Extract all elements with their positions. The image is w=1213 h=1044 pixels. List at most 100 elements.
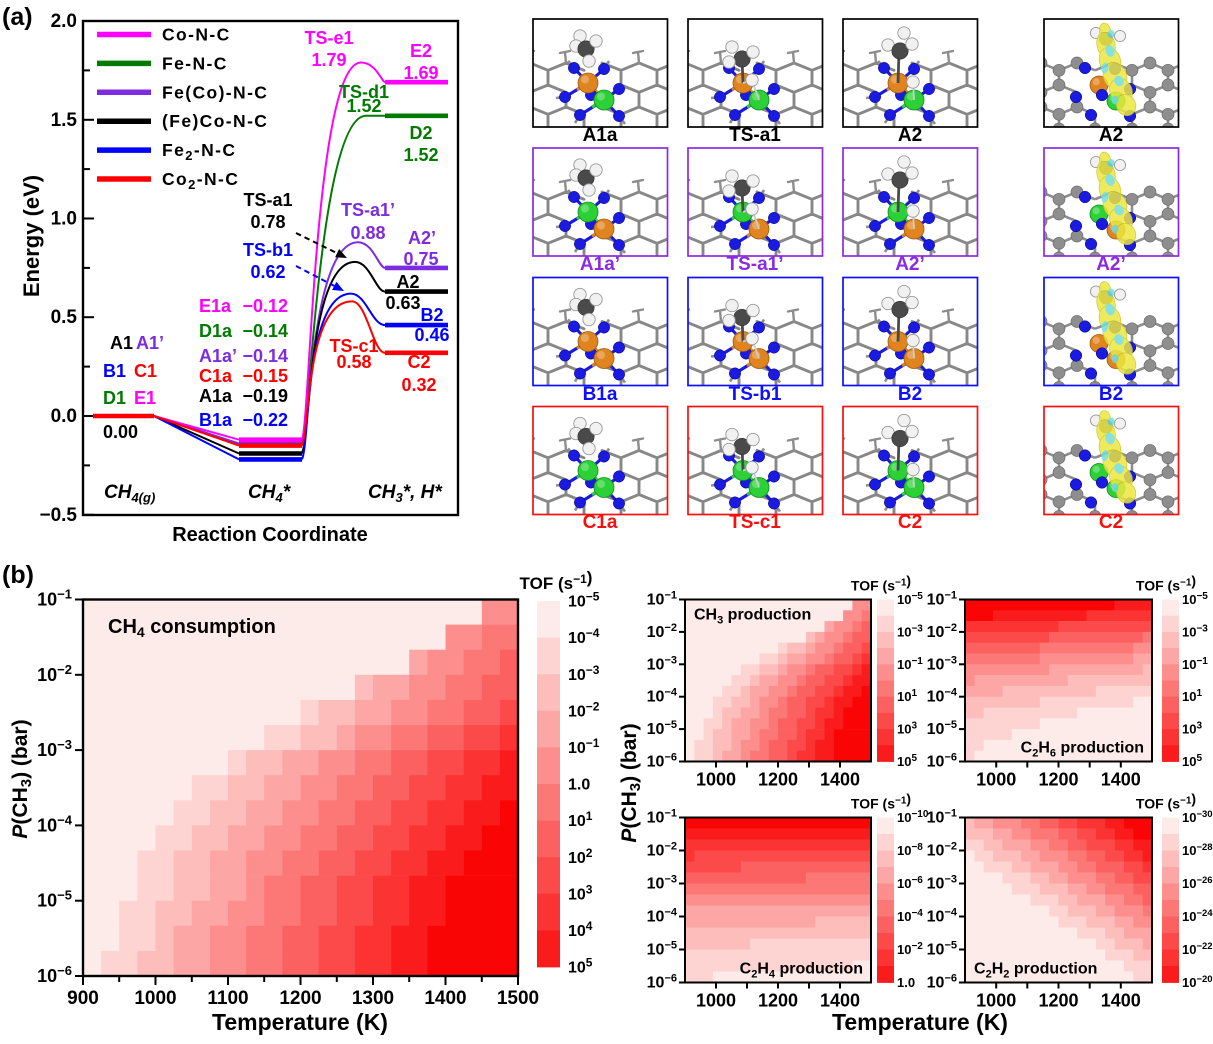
svg-text:10−1: 10−1: [927, 590, 957, 609]
svg-text:−0.14: −0.14: [242, 346, 288, 366]
svg-text:1200: 1200: [279, 988, 321, 1009]
svg-text:0.78: 0.78: [250, 212, 285, 232]
svg-text:1.0: 1.0: [568, 777, 590, 794]
svg-text:0.0: 0.0: [51, 406, 77, 427]
svg-text:0.00: 0.00: [103, 422, 138, 442]
svg-text:10−1: 10−1: [647, 808, 677, 827]
svg-text:−0.19: −0.19: [242, 386, 288, 406]
svg-text:10−2: 10−2: [897, 941, 923, 957]
svg-text:10−3: 10−3: [927, 874, 957, 893]
svg-text:1400: 1400: [1101, 991, 1141, 1011]
svg-text:TS-b1: TS-b1: [243, 240, 293, 260]
svg-text:1.79: 1.79: [311, 50, 346, 70]
svg-text:10−2: 10−2: [927, 622, 957, 641]
svg-text:Fe(Co)-N-C: Fe(Co)-N-C: [162, 82, 268, 102]
svg-text:C1: C1: [134, 361, 157, 381]
svg-text:101: 101: [897, 688, 917, 704]
svg-text:10−4: 10−4: [647, 907, 678, 926]
svg-text:103: 103: [568, 882, 593, 903]
svg-text:10−4: 10−4: [37, 812, 73, 835]
svg-text:10−6: 10−6: [927, 973, 957, 992]
svg-text:TOF (s−1): TOF (s−1): [851, 573, 911, 594]
svg-text:10−2: 10−2: [568, 699, 600, 720]
svg-text:A1a: A1a: [199, 386, 233, 406]
svg-text:1300: 1300: [352, 988, 394, 1009]
svg-text:10−1: 10−1: [1182, 656, 1208, 672]
svg-text:D1a: D1a: [199, 321, 233, 341]
svg-text:10−2: 10−2: [37, 662, 72, 685]
svg-text:1.52: 1.52: [403, 145, 438, 165]
svg-text:TOF (s−1): TOF (s−1): [520, 568, 593, 593]
svg-text:1000: 1000: [134, 988, 176, 1009]
svg-text:Co-N-C: Co-N-C: [162, 25, 231, 45]
svg-text:101: 101: [568, 809, 593, 830]
svg-text:TS-b1: TS-b1: [729, 384, 782, 405]
svg-text:CH4*: CH4*: [248, 482, 292, 505]
svg-text:−0.14: −0.14: [242, 321, 288, 341]
svg-text:D1: D1: [103, 388, 126, 408]
svg-text:10−4: 10−4: [897, 908, 923, 924]
svg-text:10−22: 10−22: [1182, 941, 1213, 957]
svg-text:Co2-N-C: Co2-N-C: [162, 169, 239, 192]
svg-text:B2: B2: [420, 305, 443, 325]
svg-text:A2: A2: [1099, 125, 1123, 146]
svg-text:−0.15: −0.15: [242, 366, 288, 386]
svg-text:TS-c1: TS-c1: [729, 512, 781, 533]
svg-text:10−1: 10−1: [897, 656, 923, 672]
svg-text:1.5: 1.5: [51, 110, 78, 131]
svg-text:B1a: B1a: [583, 384, 618, 405]
svg-text:10−6: 10−6: [897, 875, 923, 891]
svg-text:10−3: 10−3: [568, 663, 600, 684]
svg-text:P(CH3) (bar): P(CH3) (bar): [9, 719, 35, 838]
svg-text:Fe2-N-C: Fe2-N-C: [162, 140, 236, 163]
svg-text:1.0: 1.0: [897, 975, 915, 990]
svg-text:C2: C2: [898, 512, 922, 533]
svg-text:1200: 1200: [758, 991, 798, 1011]
svg-text:10−1: 10−1: [37, 587, 72, 610]
svg-text:P(CH3) (bar): P(CH3) (bar): [618, 723, 644, 842]
svg-text:C1a: C1a: [199, 366, 233, 386]
svg-text:10−3: 10−3: [927, 654, 957, 673]
svg-text:10−6: 10−6: [647, 973, 677, 992]
svg-text:105: 105: [1182, 753, 1202, 769]
svg-text:105: 105: [568, 956, 593, 977]
svg-text:TS-e1: TS-e1: [304, 28, 353, 48]
svg-text:102: 102: [568, 846, 593, 867]
svg-text:TS-a1: TS-a1: [729, 125, 781, 146]
svg-text:10−5: 10−5: [647, 940, 677, 959]
svg-text:1.0: 1.0: [51, 209, 77, 230]
svg-text:1200: 1200: [1038, 770, 1078, 790]
svg-text:0.62: 0.62: [250, 262, 285, 282]
svg-text:B1: B1: [103, 361, 126, 381]
svg-text:A2’: A2’: [1096, 254, 1126, 275]
svg-text:A1’: A1’: [136, 333, 164, 353]
svg-text:B1a: B1a: [199, 410, 233, 430]
svg-text:10−5: 10−5: [647, 719, 677, 738]
svg-text:1.69: 1.69: [403, 63, 438, 83]
svg-text:TS-a1’: TS-a1’: [341, 200, 395, 220]
svg-text:Energy (eV): Energy (eV): [19, 175, 44, 297]
svg-text:C1a: C1a: [583, 512, 618, 533]
svg-text:10−28: 10−28: [1182, 842, 1213, 858]
svg-text:10−5: 10−5: [897, 591, 923, 607]
svg-text:TS-a1’: TS-a1’: [726, 254, 783, 275]
svg-text:101: 101: [1182, 688, 1202, 704]
svg-text:10−10: 10−10: [897, 809, 929, 825]
svg-text:10−6: 10−6: [927, 752, 957, 771]
svg-text:10−5: 10−5: [37, 888, 72, 911]
svg-text:1200: 1200: [1038, 991, 1078, 1011]
svg-text:10−4: 10−4: [568, 626, 600, 647]
svg-text:10−3: 10−3: [897, 624, 923, 640]
svg-text:10−3: 10−3: [1182, 624, 1208, 640]
svg-text:1000: 1000: [976, 770, 1016, 790]
svg-text:A2: A2: [898, 125, 922, 146]
svg-text:0.58: 0.58: [336, 352, 371, 372]
svg-text:1400: 1400: [820, 770, 860, 790]
svg-text:10−3: 10−3: [647, 654, 677, 673]
svg-text:0.63: 0.63: [385, 293, 420, 313]
svg-text:A2: A2: [396, 272, 419, 292]
svg-text:900: 900: [67, 988, 99, 1009]
svg-text:E1: E1: [134, 388, 156, 408]
svg-text:0.5: 0.5: [51, 307, 78, 328]
svg-text:A2’: A2’: [895, 254, 925, 275]
